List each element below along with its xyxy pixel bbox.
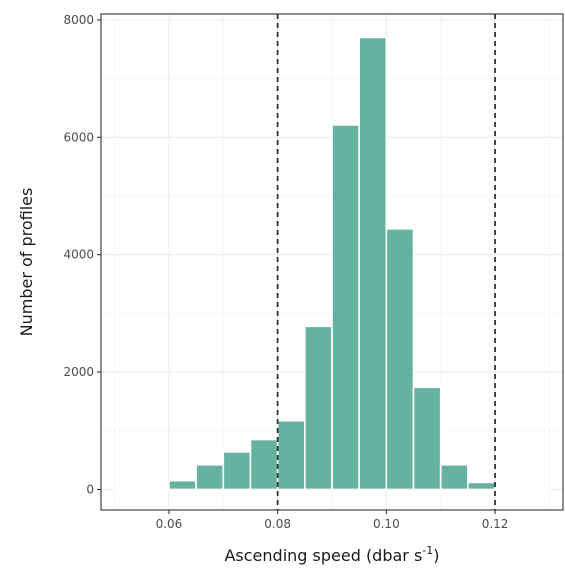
x-axis: 0.06 0.08 0.10 0.12 xyxy=(156,510,509,531)
panel-border xyxy=(100,13,564,511)
histogram-bar xyxy=(358,36,388,491)
histogram-bar xyxy=(412,386,442,491)
y-tick-label: 4000 xyxy=(63,248,94,262)
histogram-bar xyxy=(331,124,360,491)
y-axis-title: Number of profiles xyxy=(17,188,36,337)
y-tick-label: 6000 xyxy=(63,130,94,144)
x-tick-label: 0.10 xyxy=(373,517,400,531)
histogram-bar xyxy=(467,481,496,491)
y-axis: 0 2000 4000 6000 8000 xyxy=(63,13,101,496)
reference-lines xyxy=(276,14,496,510)
y-tick-label: 2000 xyxy=(63,365,94,379)
x-axis-title-tail: ) xyxy=(433,546,439,565)
histogram-bar xyxy=(168,479,197,491)
histogram-bar xyxy=(113,488,143,491)
histogram-bar xyxy=(385,228,415,491)
histogram-bars xyxy=(113,36,551,491)
x-axis-title-sup: -1 xyxy=(422,544,433,557)
y-tick-label: 8000 xyxy=(63,13,94,27)
histogram-bar xyxy=(494,487,524,491)
histogram-bar xyxy=(521,488,551,491)
histogram-bar xyxy=(304,325,333,491)
histogram-bar xyxy=(222,451,252,491)
histogram-bar xyxy=(276,419,306,491)
x-tick-label: 0.06 xyxy=(156,517,183,531)
x-tick-label: 0.08 xyxy=(264,517,291,531)
y-tick-label: 0 xyxy=(86,482,94,496)
histogram-bar xyxy=(140,488,170,491)
x-axis-title-main: Ascending speed (dbar s xyxy=(224,546,422,565)
x-tick-label: 0.12 xyxy=(482,517,509,531)
histogram-bar xyxy=(249,438,279,491)
histogram-bar xyxy=(195,464,225,491)
histogram-bar xyxy=(439,464,469,491)
x-axis-title: Ascending speed (dbar s-1) xyxy=(224,544,439,565)
